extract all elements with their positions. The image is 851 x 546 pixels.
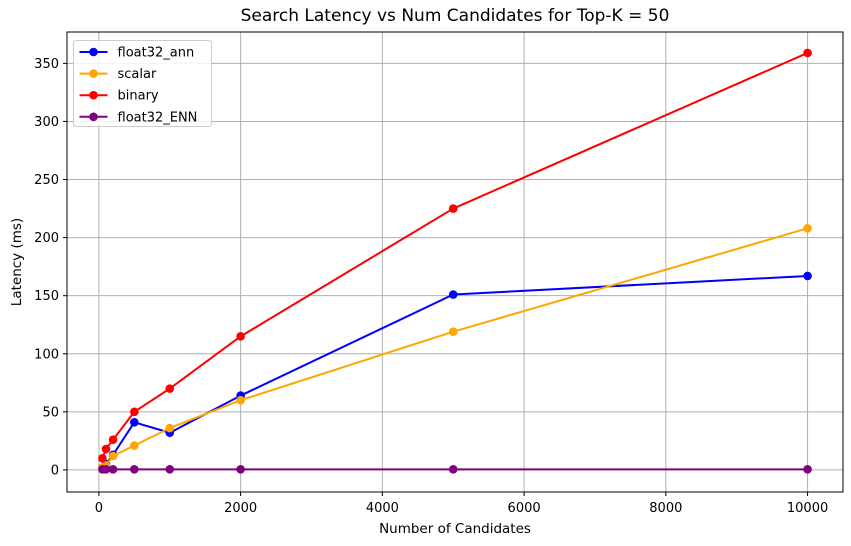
data-point-scalar (108, 451, 118, 461)
data-point-scalar (236, 395, 245, 405)
legend-marker (89, 112, 98, 122)
legend-item-label: float32_ann (118, 46, 195, 61)
data-point-scalar (448, 327, 458, 336)
data-point-float32_ENN (236, 465, 245, 474)
data-point-float32_ENN (803, 465, 812, 474)
series-layer (98, 48, 812, 474)
data-point-float32_ENN (165, 465, 175, 474)
x-tick-label: 6000 (508, 501, 541, 516)
data-point-scalar (165, 423, 175, 433)
legend-item-label: scalar (118, 67, 157, 82)
plot-border (66, 31, 844, 493)
legend-box (73, 40, 212, 127)
legend-marker (89, 47, 98, 57)
series-line-float32_ann (101, 274, 808, 469)
data-point-binary (130, 407, 139, 417)
data-point-float32_ENN (101, 465, 111, 474)
data-point-binary (165, 384, 175, 393)
x-tick-label: 10000 (787, 501, 828, 516)
grid-layer (67, 32, 843, 492)
y-tick-label: 350 (34, 57, 59, 72)
data-point-float32_ann (130, 418, 139, 427)
data-point-float32_ENN (108, 465, 118, 474)
y-tick-label: 300 (34, 115, 59, 130)
data-point-float32_ann (803, 271, 812, 281)
x-axis-label: Number of Candidates (379, 521, 531, 537)
x-tick-label: 2000 (224, 501, 257, 516)
legend-item-label: float32_ENN (118, 110, 198, 125)
legend-marker (89, 90, 98, 100)
data-point-binary (101, 444, 111, 454)
y-axis-label: Latency (ms) (9, 218, 25, 306)
chart-title: Search Latency vs Num Candidates for Top… (241, 6, 670, 26)
x-tick-label: 4000 (366, 501, 399, 516)
y-tick-label: 200 (34, 231, 59, 246)
data-point-binary (98, 454, 107, 463)
series-line-scalar (101, 227, 808, 469)
data-point-scalar (130, 441, 139, 450)
x-tick-label: 8000 (649, 501, 682, 516)
y-tick-label: 150 (34, 289, 59, 304)
data-point-binary (236, 332, 245, 341)
data-point-scalar (803, 224, 812, 233)
legend-marker (89, 69, 98, 78)
data-point-binary (448, 204, 458, 213)
y-tick-label: 0 (51, 463, 59, 478)
x-tick-label: 0 (95, 501, 103, 516)
data-point-float32_ENN (130, 465, 139, 474)
axes-layer: 0 2000 4000 6000 8000 10000 0 50 100 150 200 250 300… (34, 31, 844, 516)
y-tick-label: 50 (42, 405, 59, 420)
data-point-binary (108, 435, 118, 445)
y-tick-label: 250 (34, 173, 59, 188)
y-tick-label: 100 (34, 347, 59, 362)
data-point-float32_ann (448, 290, 458, 299)
data-point-binary (803, 48, 812, 58)
legend-item-label: binary (118, 89, 159, 104)
data-point-float32_ENN (448, 465, 458, 474)
